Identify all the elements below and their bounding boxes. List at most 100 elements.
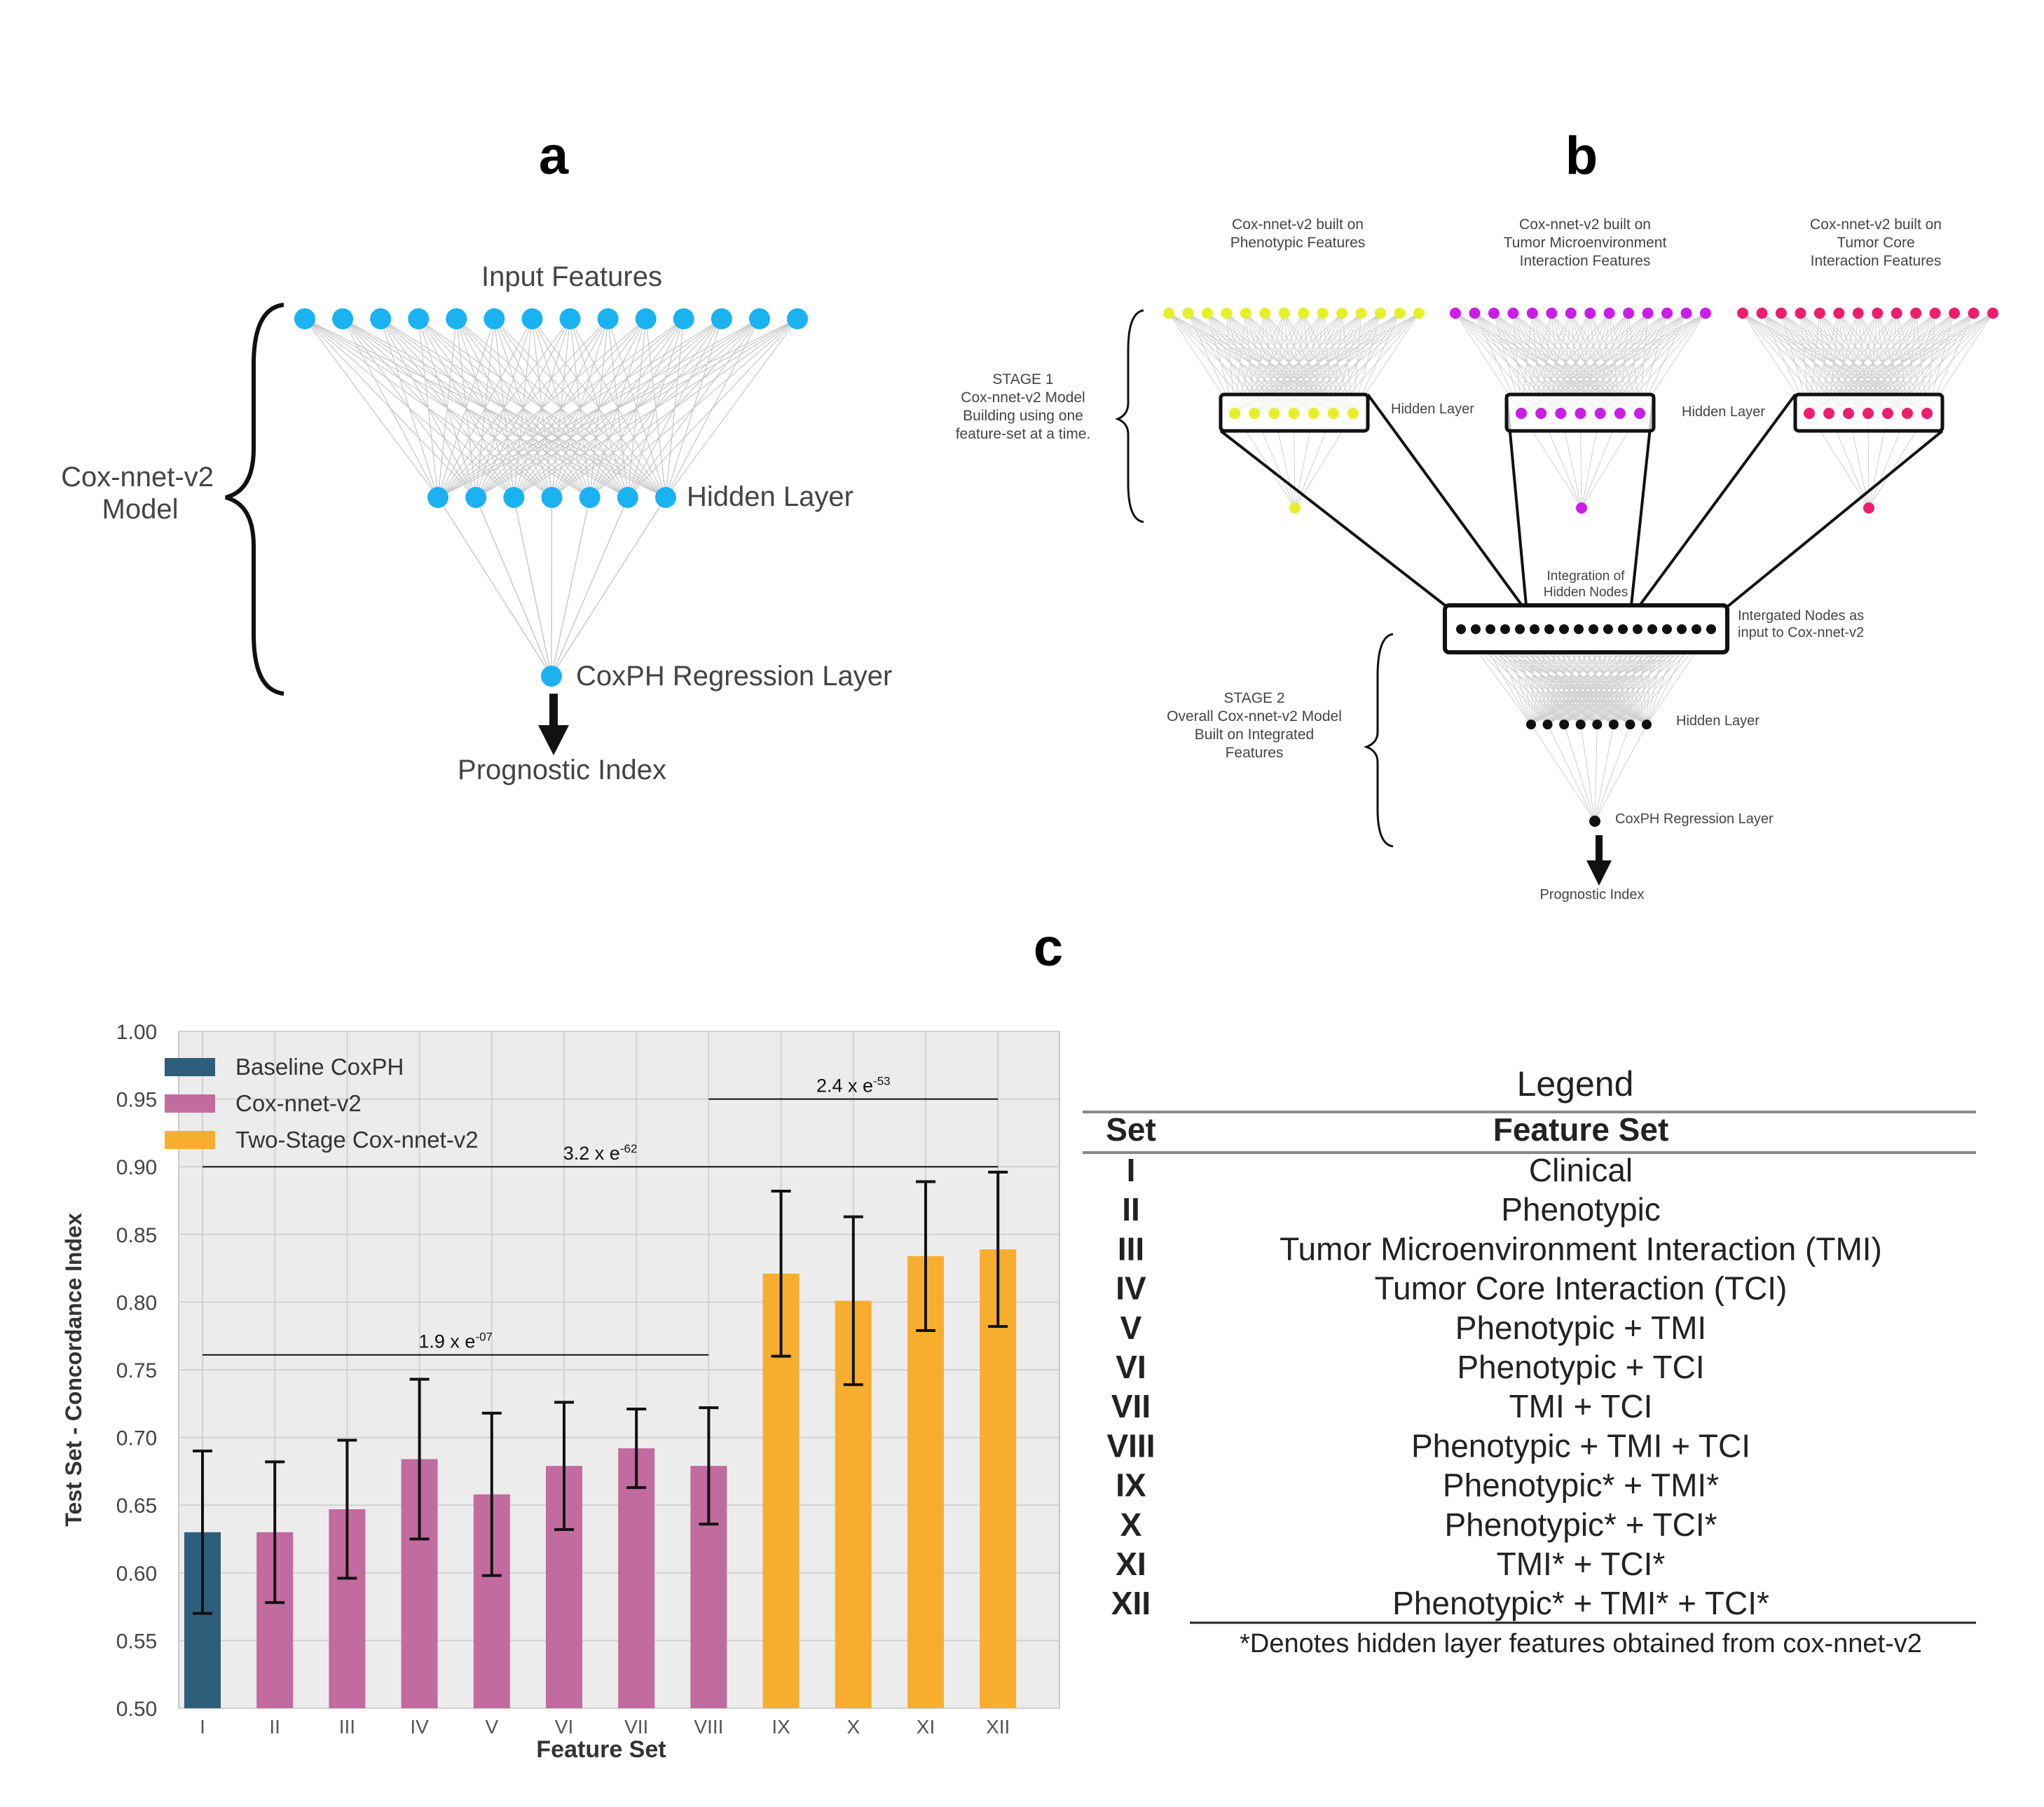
panel-b-integration-text: Hidden Nodes (1544, 585, 1628, 600)
panel-b-stage2-edge (1530, 724, 1596, 822)
legend-table-set-id: III (1118, 1230, 1144, 1267)
panel-b-input-node (1584, 308, 1596, 319)
chart-x-tick-label: XII (986, 1716, 1010, 1738)
chart-x-tick-label: X (846, 1716, 860, 1738)
chart-x-tick-label: XI (917, 1716, 935, 1738)
legend-table-set-id: VI (1116, 1349, 1146, 1385)
panel-b-integrated-nodes-text: Intergated Nodes as (1738, 608, 1864, 624)
legend-table-rows: I Clinical II Phenotypic III Tumor Microenvir… (1106, 1152, 1881, 1621)
chart-legend-label: Cox-nnet-v2 (235, 1090, 362, 1116)
panel-b-input-node (1852, 308, 1864, 319)
legend-table-feature-set: TMI + TCI (1509, 1388, 1653, 1424)
panel-a-input-node (673, 308, 694, 329)
legend-table-set-id: IV (1116, 1270, 1146, 1307)
panel-b-integrated-node (1515, 624, 1525, 634)
panel-b-stage1-text: Cox-nnet-v2 Model (961, 390, 1085, 406)
panel-b-input-node (1813, 308, 1825, 319)
panel-a-edge (437, 318, 647, 498)
chart-y-tick-label: 0.95 (116, 1089, 157, 1112)
panel-b-input-node (1661, 308, 1673, 319)
panel-b-stage2-edge (1594, 724, 1614, 822)
panel-b-stage2-hidden-node (1625, 720, 1635, 729)
panel-a-edge (437, 318, 722, 498)
panel-b-subnetwork-title: Tumor Microenvironment (1504, 235, 1667, 251)
panel-a-edge (437, 318, 571, 498)
panel-b-input-node (1623, 308, 1635, 319)
panel-b-integration-line (1219, 430, 1452, 611)
panel-b-stage2-hidden-label: Hidden Layer (1676, 713, 1760, 729)
panel-a-hidden-node (465, 487, 487, 508)
legend-table-set-id: X (1120, 1506, 1142, 1543)
panel-b-stage2-edge (1547, 724, 1596, 822)
legend-table-set-id: VII (1111, 1388, 1151, 1424)
panel-b-input-node (1394, 308, 1406, 319)
legend-table-feature-set: Phenotypic + TCI (1457, 1349, 1704, 1385)
panel-b-hidden-label: Hidden Layer (1391, 401, 1474, 417)
panel-b-input-node (1795, 308, 1806, 319)
legend-table-feature-set: Phenotypic + TMI (1455, 1310, 1706, 1346)
panel-b-input-node (1546, 308, 1558, 319)
panel-a-nodes (294, 308, 808, 687)
legend-table-feature-set: Phenotypic* + TMI* + TCI* (1392, 1585, 1769, 1621)
panel-a-input-node (446, 308, 467, 329)
panel-b-hidden-node (1347, 408, 1359, 419)
chart-x-tick-label: II (269, 1716, 280, 1738)
panel-a-output-arrow-head (538, 725, 569, 755)
panel-b-stage2-hidden-node (1592, 720, 1603, 729)
panel-b-subnetwork-title: Cox-nnet-v2 built on (1810, 217, 1942, 233)
chart-legend-swatch (165, 1094, 215, 1113)
panel-a-input-node (294, 308, 315, 329)
panel-a-edge (551, 497, 629, 677)
panel-b-input-node (1949, 308, 1961, 319)
panel-b-input-node (1756, 308, 1768, 319)
chart-annotation-label: 1.9 x e-07 (418, 1331, 493, 1352)
panel-b-stage2-hidden-node (1559, 720, 1570, 729)
panel-letter-a: a (539, 126, 569, 186)
panel-b-hidden-node (1516, 408, 1527, 419)
panel-b-integrated-node (1647, 624, 1657, 634)
panel-b-input-node (1603, 308, 1615, 319)
panel-a-hidden-node (579, 487, 601, 508)
chart-legend: Baseline CoxPH Cox-nnet-v2 Two-Stage Cox-n… (165, 1054, 479, 1153)
panel-b-input-node (1526, 308, 1538, 319)
panel-b-input-node (1968, 308, 1980, 319)
panel-a-hidden-label: Hidden Layer (687, 481, 853, 512)
panel-a-edge (437, 318, 798, 498)
panel-b-hidden-node (1863, 408, 1874, 419)
panel-b-integrated-node (1603, 624, 1613, 634)
panel-b-hidden-node (1902, 408, 1913, 419)
chart-y-tick-label: 0.70 (116, 1427, 157, 1450)
panel-b-hidden-node (1535, 408, 1547, 419)
panel-a-input-node (748, 308, 770, 329)
panel-b-hidden-node (1823, 408, 1834, 419)
panel-a-edge (551, 497, 553, 677)
chart-x-axis-label: Feature Set (536, 1736, 666, 1763)
panel-a-edge (514, 318, 798, 498)
chart-y-tick-labels: 0.50 0.55 0.60 0.65 0.70 0.75 0.80 0.85 0.90 0.95… (116, 1021, 157, 1721)
panel-b-input-node (1929, 308, 1941, 319)
legend-table-feature-set: Clinical (1529, 1152, 1633, 1188)
panel-b-two-stage-diagram: Cox-nnet-v2 built on Phenotypic Features C… (956, 217, 1998, 902)
legend-table-feature-set: Phenotypic + TMI + TCI (1411, 1427, 1750, 1464)
panel-a-edge (513, 497, 552, 677)
panel-b-input-node (1163, 308, 1174, 319)
panel-b-stage2-edge (1594, 724, 1598, 822)
panel-b-input-node (1450, 308, 1461, 319)
panel-b-input-node (1413, 308, 1425, 319)
legend-table-set-id: XII (1111, 1585, 1151, 1621)
panel-b-input-node (1565, 308, 1577, 319)
panel-b-hidden-node (1308, 408, 1319, 419)
chart-y-tick-label: 0.90 (116, 1156, 157, 1179)
panel-b-subnetwork-title: Cox-nnet-v2 built on (1232, 217, 1364, 233)
panel-b-input-node (1891, 308, 1902, 319)
panel-b-integrated-node (1544, 624, 1554, 634)
panel-b-stage2-edge (1563, 724, 1596, 822)
chart-legend-swatch (165, 1058, 215, 1076)
legend-table-feature-set: Phenotypic* + TCI* (1444, 1506, 1717, 1543)
panel-b-stage2-hidden-node (1642, 720, 1652, 729)
legend-table-set-id: VIII (1106, 1427, 1155, 1464)
panel-b-stage2-hidden-node (1542, 720, 1553, 729)
legend-table-feature-set: Tumor Core Interaction (TCI) (1375, 1270, 1788, 1307)
panel-b-output-node (1863, 502, 1874, 514)
